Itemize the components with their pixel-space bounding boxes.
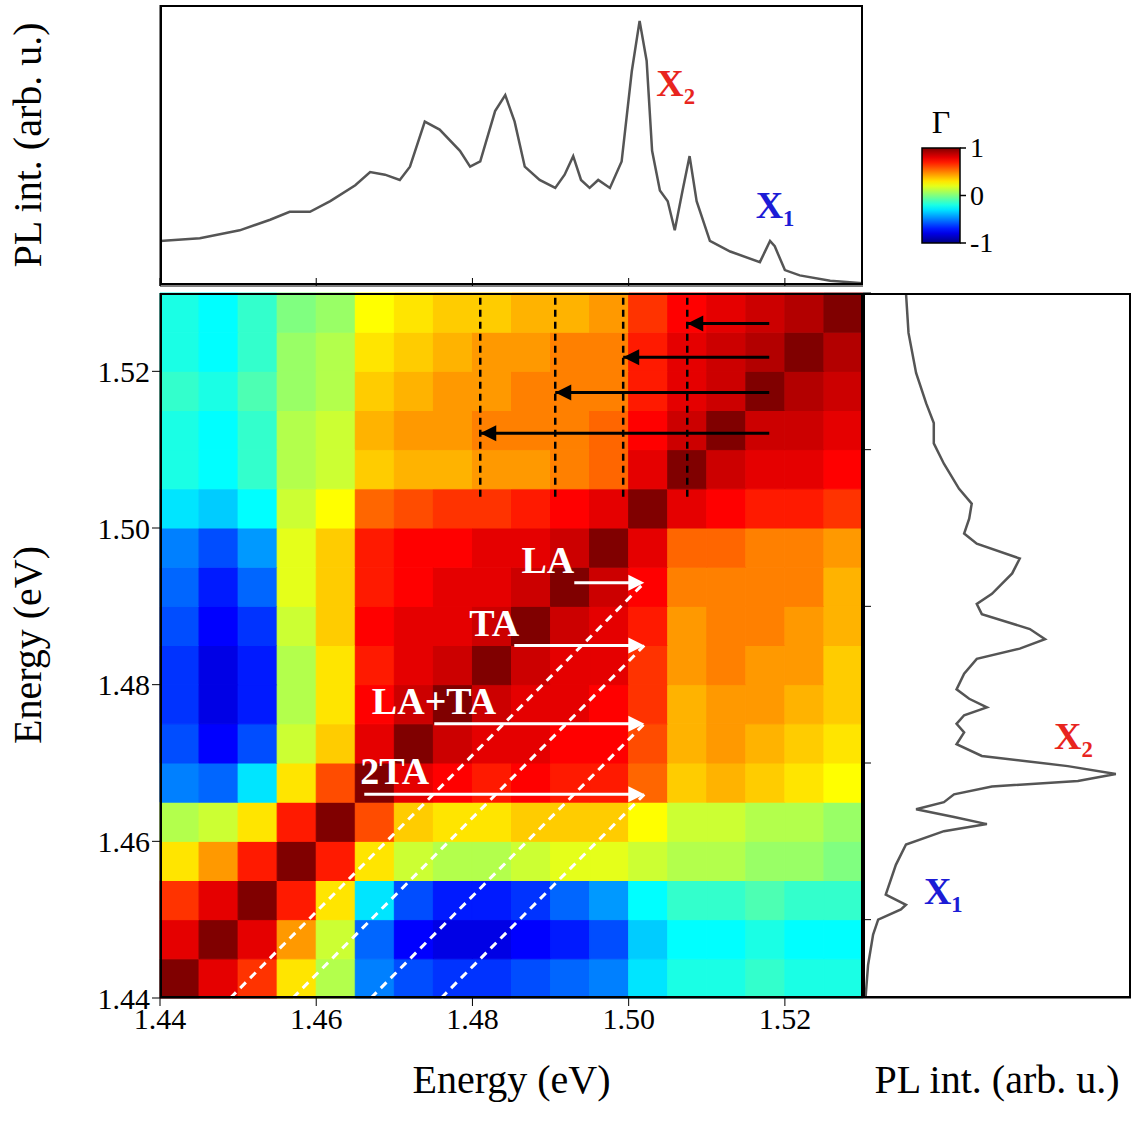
html-text:PL int. (arb. u.): PL int. (arb. u.) bbox=[5, 22, 50, 268]
svg-text:X₂: X₂ bbox=[656, 62, 695, 104]
svg-text:1.50: 1.50 bbox=[602, 1002, 655, 1035]
svg-text:1.50: 1.50 bbox=[98, 512, 151, 545]
svg-text:1.48: 1.48 bbox=[446, 1002, 499, 1035]
svg-text:LA+TA: LA+TA bbox=[372, 680, 497, 722]
svg-text:LA: LA bbox=[521, 539, 574, 581]
svg-text:1.52: 1.52 bbox=[98, 355, 151, 388]
svg-text:2TA: 2TA bbox=[360, 750, 430, 792]
html-text:PL int. (arb. u.): PL int. (arb. u.) bbox=[874, 1057, 1120, 1102]
svg-text:X₁: X₁ bbox=[756, 184, 795, 226]
svg-text:1.48: 1.48 bbox=[98, 668, 151, 701]
svg-text:TA: TA bbox=[469, 602, 520, 644]
svg-text:1.46: 1.46 bbox=[290, 1002, 343, 1035]
svg-text:1: 1 bbox=[970, 132, 984, 163]
svg-text:1.52: 1.52 bbox=[759, 1002, 812, 1035]
html-text:Energy (eV): Energy (eV) bbox=[5, 546, 50, 744]
svg-text:Γ: Γ bbox=[932, 104, 951, 140]
svg-text:0: 0 bbox=[970, 180, 984, 211]
html-text:Energy (eV): Energy (eV) bbox=[412, 1057, 611, 1102]
svg-text:1.44: 1.44 bbox=[98, 982, 151, 1015]
svg-text:X₂: X₂ bbox=[1054, 715, 1093, 757]
svg-text:X₁: X₁ bbox=[924, 870, 963, 912]
svg-text:1.46: 1.46 bbox=[98, 825, 151, 858]
svg-text:1.44: 1.44 bbox=[133, 1002, 187, 1036]
svg-text:-1: -1 bbox=[970, 227, 993, 258]
